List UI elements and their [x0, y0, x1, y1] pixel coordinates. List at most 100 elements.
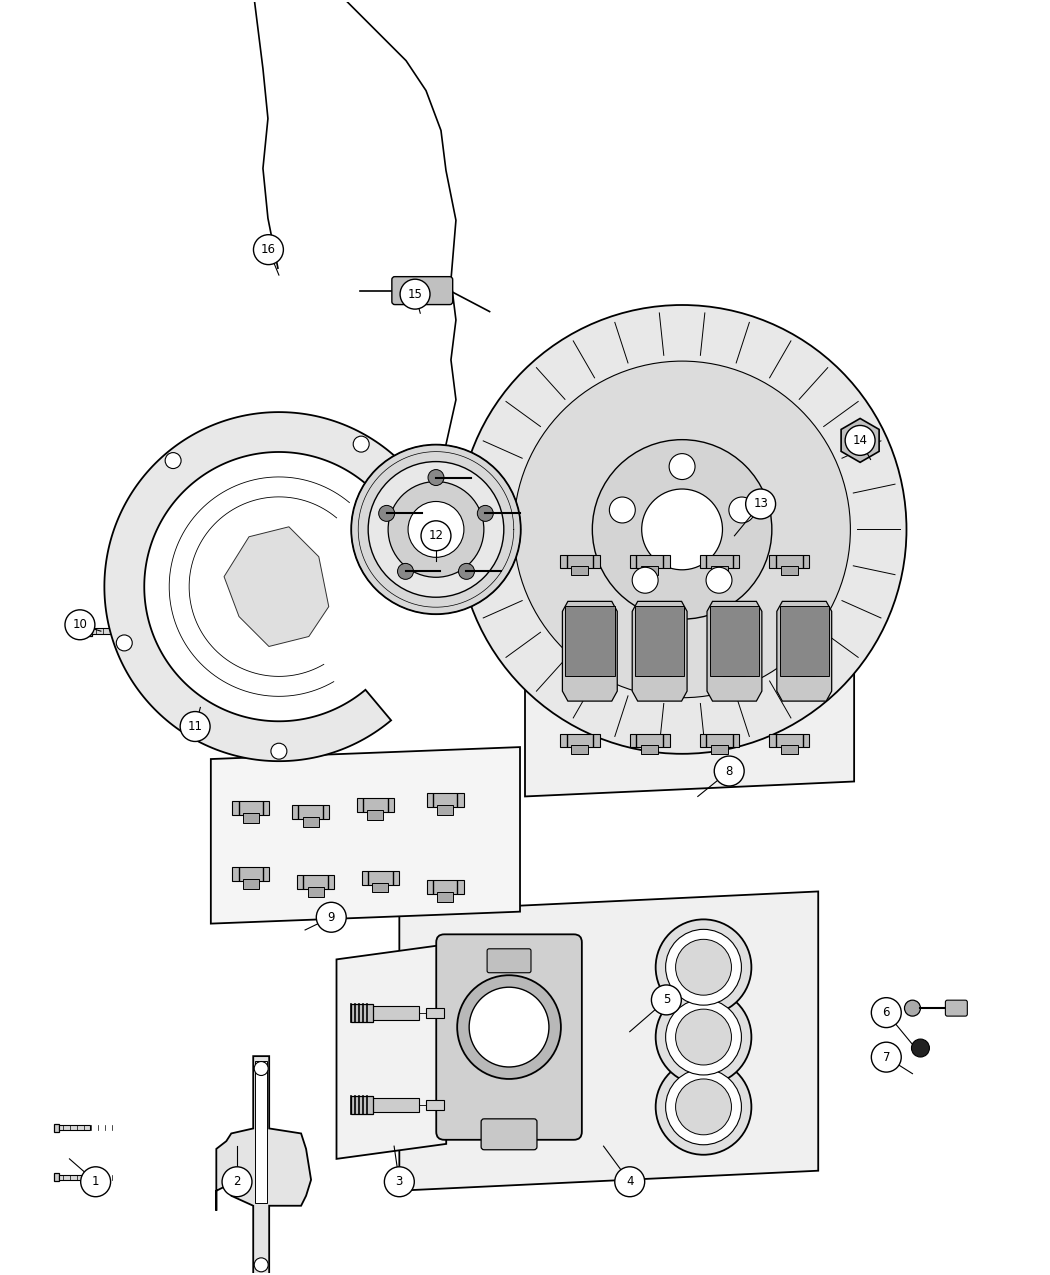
FancyBboxPatch shape [770, 556, 810, 569]
Circle shape [253, 235, 284, 265]
Circle shape [872, 1042, 901, 1072]
FancyBboxPatch shape [92, 629, 125, 634]
FancyBboxPatch shape [59, 1176, 90, 1179]
Polygon shape [399, 891, 818, 1191]
Circle shape [271, 743, 287, 759]
FancyBboxPatch shape [370, 1098, 419, 1112]
FancyBboxPatch shape [571, 566, 588, 575]
Circle shape [351, 445, 521, 615]
Polygon shape [525, 502, 854, 797]
FancyBboxPatch shape [373, 882, 388, 892]
Text: 4: 4 [626, 1176, 633, 1188]
Circle shape [222, 1167, 252, 1197]
Polygon shape [55, 1173, 59, 1182]
FancyBboxPatch shape [642, 566, 658, 575]
FancyBboxPatch shape [560, 734, 600, 747]
FancyBboxPatch shape [302, 817, 318, 826]
Polygon shape [779, 607, 828, 676]
FancyBboxPatch shape [426, 1100, 444, 1111]
Polygon shape [216, 1056, 311, 1275]
Polygon shape [710, 607, 759, 676]
Text: 10: 10 [72, 618, 87, 631]
Circle shape [428, 469, 444, 486]
Circle shape [513, 361, 851, 697]
Circle shape [398, 564, 414, 579]
FancyBboxPatch shape [642, 745, 658, 755]
FancyBboxPatch shape [357, 798, 394, 812]
Circle shape [458, 305, 906, 754]
Polygon shape [55, 1123, 59, 1132]
FancyBboxPatch shape [368, 810, 383, 820]
Circle shape [421, 520, 450, 551]
Circle shape [81, 1167, 110, 1197]
Polygon shape [841, 418, 879, 463]
FancyBboxPatch shape [630, 556, 670, 569]
Text: 14: 14 [853, 434, 867, 448]
Circle shape [614, 1167, 645, 1197]
FancyBboxPatch shape [59, 1125, 90, 1130]
Polygon shape [707, 602, 762, 701]
FancyBboxPatch shape [781, 745, 798, 755]
FancyBboxPatch shape [308, 887, 323, 898]
Circle shape [746, 490, 776, 519]
Text: 16: 16 [261, 244, 276, 256]
FancyBboxPatch shape [571, 745, 588, 755]
Circle shape [904, 1000, 921, 1016]
FancyBboxPatch shape [437, 892, 454, 903]
Circle shape [651, 986, 681, 1015]
Circle shape [592, 440, 772, 620]
Polygon shape [563, 602, 617, 701]
FancyBboxPatch shape [711, 745, 728, 755]
Circle shape [316, 903, 347, 932]
FancyBboxPatch shape [436, 935, 582, 1140]
FancyBboxPatch shape [560, 556, 600, 569]
Text: 9: 9 [328, 910, 335, 924]
FancyBboxPatch shape [481, 1119, 537, 1150]
FancyBboxPatch shape [630, 734, 670, 747]
Polygon shape [211, 747, 520, 923]
Text: 8: 8 [726, 765, 733, 778]
Circle shape [181, 711, 210, 742]
Circle shape [845, 426, 875, 455]
Polygon shape [632, 602, 687, 701]
Circle shape [669, 454, 695, 479]
Circle shape [655, 919, 752, 1015]
Circle shape [729, 497, 755, 523]
Circle shape [706, 567, 732, 593]
FancyBboxPatch shape [352, 1005, 374, 1023]
Text: 15: 15 [407, 288, 422, 301]
Text: 2: 2 [233, 1176, 240, 1188]
Circle shape [714, 756, 744, 785]
Circle shape [353, 436, 370, 453]
Circle shape [655, 1060, 752, 1155]
Circle shape [632, 567, 658, 593]
Polygon shape [87, 626, 92, 636]
FancyBboxPatch shape [437, 806, 454, 815]
FancyBboxPatch shape [426, 1009, 444, 1019]
Polygon shape [104, 412, 413, 761]
Circle shape [165, 453, 181, 468]
FancyBboxPatch shape [487, 949, 531, 973]
Circle shape [388, 482, 484, 578]
Circle shape [911, 1039, 929, 1057]
FancyBboxPatch shape [243, 880, 258, 889]
FancyBboxPatch shape [945, 1000, 967, 1016]
Circle shape [117, 635, 132, 652]
FancyBboxPatch shape [243, 813, 258, 824]
Text: 3: 3 [396, 1176, 403, 1188]
Circle shape [666, 1068, 741, 1145]
FancyBboxPatch shape [699, 734, 739, 747]
Circle shape [369, 462, 504, 597]
Circle shape [872, 997, 901, 1028]
FancyBboxPatch shape [426, 793, 464, 807]
Polygon shape [777, 602, 832, 701]
Circle shape [254, 1062, 268, 1076]
Circle shape [675, 940, 732, 996]
Text: 13: 13 [753, 497, 768, 510]
FancyBboxPatch shape [392, 277, 453, 305]
Text: 6: 6 [883, 1006, 890, 1019]
Text: 12: 12 [428, 529, 443, 542]
Circle shape [408, 501, 464, 557]
FancyBboxPatch shape [232, 802, 269, 816]
FancyBboxPatch shape [426, 881, 464, 894]
